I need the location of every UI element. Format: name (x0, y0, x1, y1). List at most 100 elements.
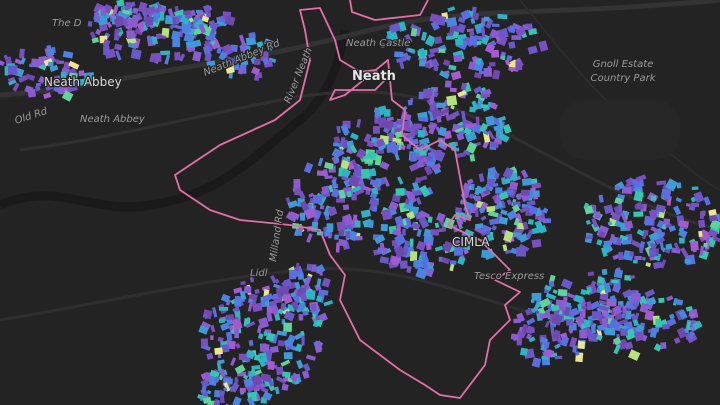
building (246, 396, 256, 405)
building (377, 116, 388, 129)
building (427, 216, 433, 223)
building (209, 369, 220, 379)
building (577, 340, 586, 349)
building (12, 82, 20, 92)
building (450, 105, 455, 110)
building (283, 322, 292, 332)
building (388, 140, 398, 151)
building (539, 297, 551, 309)
town-label: Neath (352, 69, 396, 84)
building (117, 31, 123, 37)
building (375, 138, 386, 148)
building (217, 337, 224, 343)
building (311, 221, 319, 233)
building (348, 175, 361, 188)
building (516, 247, 527, 257)
building (349, 132, 359, 141)
building (363, 133, 372, 143)
building (234, 364, 246, 375)
building (299, 212, 306, 221)
building (216, 362, 222, 372)
building (579, 329, 588, 339)
building (402, 248, 409, 258)
building (102, 39, 111, 48)
building (280, 359, 291, 367)
building (680, 247, 689, 258)
building (245, 349, 256, 360)
building (564, 306, 571, 317)
building (542, 207, 549, 214)
building (44, 83, 54, 91)
building (210, 40, 216, 46)
building (580, 289, 587, 296)
building (475, 116, 480, 125)
building (528, 28, 538, 36)
building (260, 300, 266, 306)
building (585, 290, 590, 295)
river (0, 29, 350, 212)
building (354, 220, 361, 228)
building (691, 186, 699, 190)
building (264, 39, 276, 47)
building (115, 50, 122, 61)
building (0, 60, 5, 67)
building (419, 60, 426, 67)
building (480, 93, 491, 99)
building (605, 327, 616, 336)
building (438, 256, 443, 262)
building (639, 247, 643, 254)
building (323, 300, 334, 307)
building (174, 24, 184, 30)
building (487, 210, 499, 218)
building (360, 168, 370, 179)
building (364, 158, 374, 164)
building (446, 35, 455, 40)
building (310, 264, 317, 272)
building (508, 25, 516, 34)
building (688, 331, 695, 340)
building (614, 220, 623, 228)
building (201, 15, 210, 23)
building (301, 336, 305, 346)
building (281, 383, 289, 391)
building (321, 277, 331, 288)
building (641, 230, 648, 240)
building (410, 28, 418, 37)
building (511, 35, 522, 40)
building (245, 321, 256, 329)
building (622, 239, 632, 245)
building (374, 234, 386, 245)
building (234, 299, 241, 307)
place-label: Neath Abbey (44, 75, 122, 89)
building (491, 49, 500, 58)
building (474, 210, 479, 218)
building (708, 214, 718, 222)
building (277, 340, 285, 347)
building (645, 262, 652, 268)
building (538, 216, 547, 224)
building (613, 344, 621, 355)
building (442, 59, 451, 67)
building (127, 42, 138, 50)
building (618, 252, 624, 260)
building (262, 293, 274, 303)
building (527, 45, 538, 55)
building (633, 331, 645, 342)
building (709, 219, 720, 230)
building (551, 313, 563, 326)
building (409, 152, 417, 162)
building (598, 194, 604, 203)
building (244, 286, 252, 294)
building (316, 295, 323, 303)
building (684, 259, 692, 264)
building (610, 234, 615, 244)
building (520, 169, 529, 179)
building (374, 154, 382, 166)
building (480, 215, 487, 221)
building (489, 62, 496, 67)
building (175, 17, 179, 25)
building (624, 341, 634, 350)
building (348, 230, 358, 242)
building (533, 195, 539, 200)
building (650, 226, 659, 234)
